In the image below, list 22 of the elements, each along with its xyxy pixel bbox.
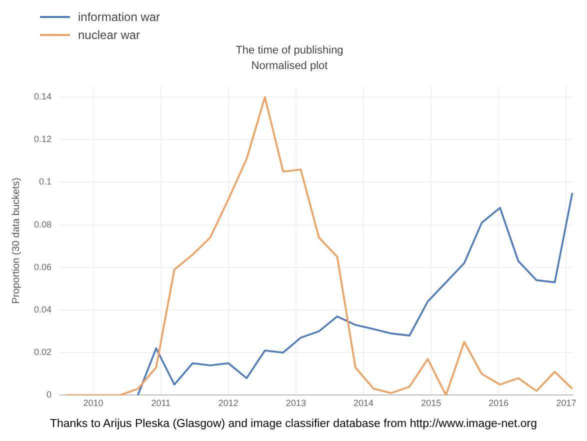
x-tick-label: 2010 xyxy=(83,398,104,408)
x-tick-label: 2017 xyxy=(556,398,576,408)
y-tick-label: 0.12 xyxy=(34,134,52,144)
y-tick-label: 0.08 xyxy=(34,219,52,230)
x-tick-label: 2011 xyxy=(151,398,171,408)
y-axis-title: Proportion (30 data buckets) xyxy=(10,178,22,304)
y-tick-label: 0 xyxy=(46,390,52,400)
chart-subtitle: Normalised plot xyxy=(251,60,328,72)
x-tick-label: 2013 xyxy=(286,398,306,408)
y-tick-label: 0.04 xyxy=(34,304,52,314)
x-tick-label: 2014 xyxy=(354,398,374,408)
y-tick-label: 0.06 xyxy=(34,262,52,272)
y-tick-label: 0.02 xyxy=(34,347,52,358)
y-tick-label: 0.14 xyxy=(34,92,52,102)
y-tick-label: 0.1 xyxy=(39,176,52,187)
x-tick-label: 2015 xyxy=(421,398,442,408)
x-tick-label: 2012 xyxy=(218,398,238,408)
text: Thanks to Arijus Pleska (Glasgow) and image classifier database from http://www.image-net.org xyxy=(48,418,538,430)
x-tick-label: 2016 xyxy=(488,398,509,408)
legend-label: information war xyxy=(78,10,160,24)
legend-label: nuclear war xyxy=(78,28,140,42)
chart-title: The time of publishing xyxy=(236,44,344,57)
